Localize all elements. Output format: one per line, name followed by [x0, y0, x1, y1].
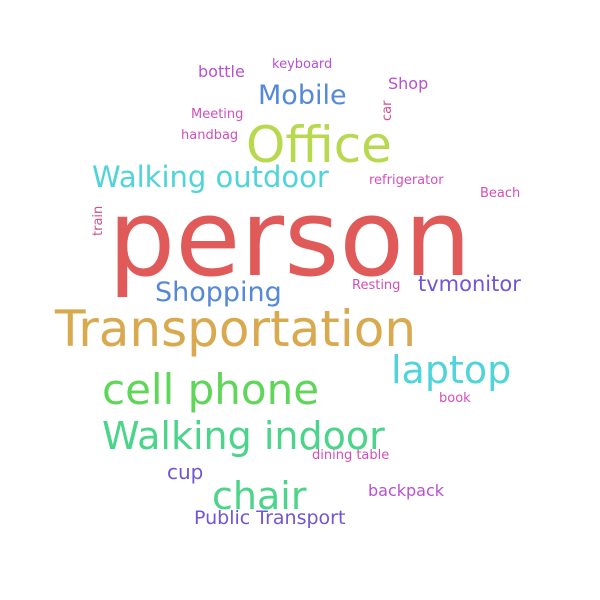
word-shop: Shop — [388, 74, 429, 93]
word-meeting: Meeting — [191, 107, 244, 122]
word-backpack: backpack — [368, 481, 445, 500]
word-office: Office — [246, 116, 392, 174]
word-cell-phone: cell phone — [102, 365, 320, 414]
word-person: person — [108, 177, 472, 300]
word-car: car — [380, 100, 395, 121]
word-bottle: bottle — [198, 62, 245, 81]
word-book: book — [439, 391, 471, 406]
word-laptop: laptop — [391, 348, 512, 392]
word-walking-outdoor: Walking outdoor — [92, 160, 329, 194]
word-walking-indoor: Walking indoor — [102, 414, 385, 458]
word-beach: Beach — [480, 186, 521, 201]
word-handbag: handbag — [181, 128, 239, 143]
word-shopping: Shopping — [155, 277, 282, 308]
word-mobile: Mobile — [258, 80, 347, 111]
word-keyboard: keyboard — [272, 57, 333, 72]
word-resting: Resting — [352, 278, 401, 293]
word-refrigerator: refrigerator — [369, 173, 444, 188]
word-tvmonitor: tvmonitor — [418, 272, 521, 296]
word-train: train — [91, 205, 106, 236]
word-chair: chair — [212, 474, 307, 518]
word-public-transport: Public Transport — [194, 507, 346, 529]
word-transportation: Transportation — [55, 300, 417, 358]
word-dining-table: dining table — [312, 448, 390, 463]
word-cup: cup — [167, 460, 204, 484]
